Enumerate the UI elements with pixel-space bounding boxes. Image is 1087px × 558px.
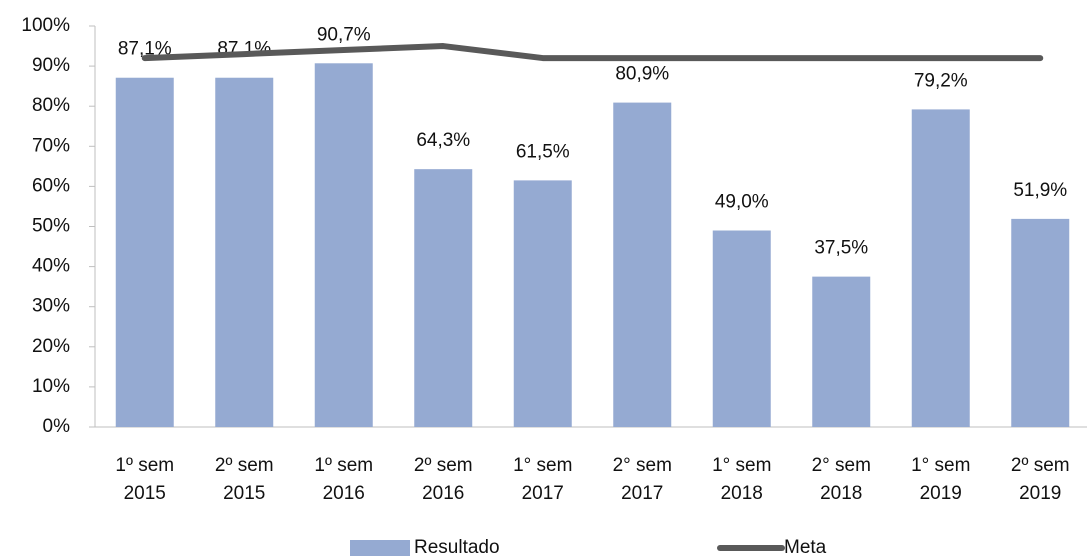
data-label: 61,5% (516, 141, 570, 162)
x-tick-label: 1º sem (115, 455, 174, 476)
x-tick-label: 2018 (721, 483, 763, 504)
bar (1011, 218, 1070, 427)
data-label: 49,0% (715, 192, 769, 213)
bar (712, 230, 771, 427)
y-tick-label: 10% (32, 376, 70, 397)
bar (812, 276, 871, 427)
x-tick-label: 2019 (1019, 483, 1061, 504)
x-tick-label: 2015 (223, 483, 265, 504)
x-tick-label: 1° sem (911, 455, 970, 476)
data-label: 80,9% (615, 64, 669, 85)
y-tick-label: 40% (32, 256, 70, 277)
x-tick-label: 2º sem (1011, 455, 1070, 476)
y-tick-label: 20% (32, 336, 70, 357)
y-tick-label: 70% (32, 135, 70, 156)
line (141, 43, 1044, 62)
x-tick-label: 2017 (522, 483, 564, 504)
y-tick-label: 80% (32, 95, 70, 116)
x-tick-label: 2° sem (812, 455, 871, 476)
legend-label: Meta (784, 537, 827, 558)
x-tick-label: 1° sem (712, 455, 771, 476)
legend-swatch (350, 540, 410, 556)
data-label: 37,5% (814, 238, 868, 259)
bar (215, 77, 274, 427)
y-tick-label: 50% (32, 216, 70, 237)
y-tick-label: 100% (21, 15, 70, 36)
bar (314, 63, 373, 427)
y-tick-label: 0% (43, 416, 71, 437)
x-tick-label: 2018 (820, 483, 862, 504)
x-tick-label: 2016 (323, 483, 365, 504)
y-tick-label: 90% (32, 55, 70, 76)
x-tick-label: 2º sem (215, 455, 274, 476)
bar (513, 180, 572, 427)
y-tick-label: 30% (32, 296, 70, 317)
legend-label: Resultado (414, 537, 500, 558)
x-tick-label: 2016 (422, 483, 464, 504)
x-tick-label: 1° sem (513, 455, 572, 476)
x-tick-label: 2º sem (414, 455, 473, 476)
data-label: 79,2% (914, 70, 968, 91)
data-label: 87,1% (118, 39, 172, 60)
bar (414, 169, 473, 428)
bar (613, 102, 672, 427)
x-tick-label: 2015 (124, 483, 166, 504)
bar (911, 109, 970, 428)
x-tick-label: 2017 (621, 483, 663, 504)
data-label: 90,7% (317, 24, 371, 45)
data-label: 64,3% (416, 130, 470, 151)
bar (115, 77, 174, 427)
y-tick-label: 60% (32, 175, 70, 196)
x-tick-label: 2019 (920, 483, 962, 504)
data-label: 51,9% (1013, 180, 1067, 201)
x-tick-label: 1º sem (314, 455, 373, 476)
x-tick-label: 2° sem (613, 455, 672, 476)
